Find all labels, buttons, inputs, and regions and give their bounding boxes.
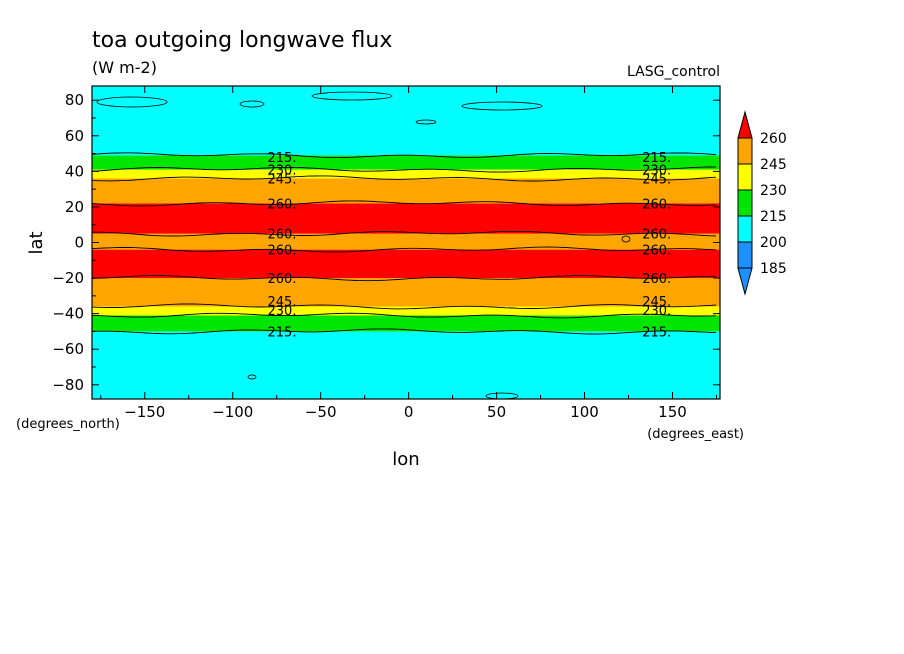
contour-line-1 [91,312,717,319]
closed-contour-6 [247,374,257,380]
y-tick-label: −80 [52,376,84,394]
band-4 [92,249,720,279]
colorbar-segment [737,189,753,217]
y-tick-label: 0 [74,234,84,252]
contour-line-5 [91,230,717,237]
contour-label: 260. [642,272,671,287]
colorbar-segment [737,215,753,243]
y-tick-label: 60 [65,127,84,145]
contour-label: 230. [642,164,671,179]
contour-label: 260. [268,244,297,259]
colorbar-segment [737,241,753,269]
x-axis-label: lon [392,449,419,470]
colorbar-segment [737,163,753,191]
y-units-label: (degrees_north) [16,417,120,432]
contour-label: 245. [268,172,297,187]
contour-label: 245. [642,295,671,310]
band-9 [92,155,720,170]
colorbar-label: 200 [760,235,787,251]
contour-label: 215. [642,325,671,340]
x-tick-label: 100 [570,403,599,421]
band-0 [92,331,720,399]
band-10 [92,86,720,156]
y-tick-label: −40 [52,305,84,323]
y-tick-label: −60 [52,340,84,358]
band-7 [92,178,720,204]
contour-line-9 [91,152,717,159]
x-tick-label: −50 [305,403,337,421]
y-axis: −80 −60 −40 −20 0 20 40 60 80 [52,91,720,394]
band-2 [92,306,720,316]
closed-contour-0 [96,96,168,108]
run-annotation: LASG_control [627,64,720,80]
x-tick-label: 150 [658,403,687,421]
contour-line-4 [91,246,717,253]
contour-labels: 215. 215.230. 230.245. 245.260. 260.260. 260.… [268,151,672,340]
contour-label: 260. [268,272,297,287]
band-1 [92,315,720,332]
contour-label: 230. [268,164,297,179]
contour-label: 260. [642,228,671,243]
x-tick-label: 0 [404,403,414,421]
contour-line-0 [91,328,717,335]
y-tick-label: 40 [65,162,84,180]
x-axis: −150 −100 −50 0 50 100 150 [100,86,717,421]
contour-line-6 [91,200,717,207]
colorbar-top-arrow [737,110,753,139]
colorbar: 260 245 230 215 200 185 [737,110,787,296]
colorbar-label: 230 [760,183,787,199]
closed-contour-7 [621,235,631,243]
y-tick-label: 80 [65,91,84,109]
contour-label: 245. [642,172,671,187]
contour-line-2 [91,303,717,310]
contour-label: 230. [268,304,297,319]
x-tick-label: 50 [487,403,506,421]
contour-label: 245. [268,295,297,310]
chart-subtitle: (W m-2) [92,58,157,77]
closed-contour-1 [239,100,265,108]
closed-contour-4 [415,119,437,125]
x-units-label: (degrees_east) [647,427,744,442]
contour-label: 215. [642,151,671,166]
colorbar-label: 260 [760,131,787,147]
contour-label: 215. [268,151,297,166]
contour-line-3 [91,275,717,282]
band-5 [92,233,720,250]
chart-title: toa outgoing longwave flux [92,28,392,53]
contour-label: 260. [268,228,297,243]
contour-line-8 [91,166,716,173]
y-axis-label: lat [26,231,47,254]
closed-contour-3 [461,101,543,111]
contour-label: 260. [642,197,671,212]
contour-label: 260. [642,244,671,259]
contour-label: 215. [268,325,297,340]
closed-contour-2 [311,91,393,101]
contour-label: 230. [642,304,671,319]
band-8 [92,169,720,179]
band-3 [92,278,720,307]
colorbar-segment [737,137,753,165]
contour-line-7 [91,175,717,182]
contour-lines [91,91,717,400]
x-tick-label: −100 [212,403,253,421]
contour-label: 260. [268,197,297,212]
y-tick-label: 20 [65,198,84,216]
plot-area [92,86,720,399]
y-tick-label: −20 [52,269,84,287]
colorbar-label: 215 [760,209,787,225]
colorbar-bottom-arrow [737,267,753,296]
band-6 [92,203,720,234]
colorbar-label: 185 [760,261,787,277]
colorbar-label: 245 [760,157,787,173]
x-tick-label: −150 [124,403,165,421]
